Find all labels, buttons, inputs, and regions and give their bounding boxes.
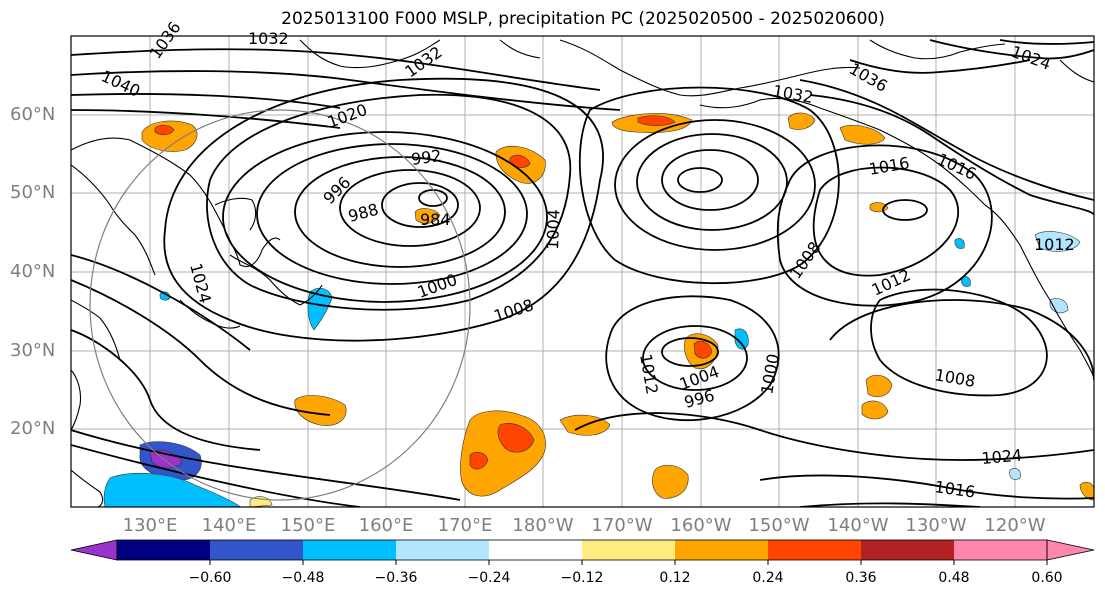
colorbar-tick-label: −0.24 [467, 570, 511, 586]
colorbar-segment [768, 540, 862, 560]
colorbar-tick-label: −0.36 [374, 570, 418, 586]
precipitation-positive [141, 112, 1094, 507]
colorbar-tick-label: −0.12 [560, 570, 604, 586]
lon-label-170e: 170°E [437, 515, 493, 536]
lon-label-150w: 150°W [748, 515, 810, 536]
lon-label-120w: 120°W [984, 515, 1046, 536]
lat-label-40n: 40°N [10, 261, 56, 282]
colorbar [70, 539, 1095, 565]
colorbar-tick-label: 0.60 [1031, 570, 1063, 586]
isobar-label: 1004 [543, 209, 563, 250]
lon-label-150e: 150°E [280, 515, 336, 536]
colorbar-segment [954, 540, 1048, 560]
mslp-isobars [71, 39, 1094, 507]
isobar-label: 984 [420, 210, 451, 229]
colorbar-extend-low [70, 539, 118, 561]
colorbar-tick-label: 0.36 [845, 570, 877, 586]
colorbar-tick-label: 0.48 [938, 570, 970, 586]
colorbar-segment [117, 540, 211, 560]
map-title: 2025013100 F000 MSLP, precipitation PC (… [281, 9, 885, 29]
colorbar-tick-label: 0.12 [659, 570, 691, 586]
lon-label-140w: 140°W [827, 515, 889, 536]
colorbar-tick-label: −0.60 [188, 570, 232, 586]
colorbar-segment [582, 540, 676, 560]
graticule [71, 36, 1094, 507]
colorbar-extend-high [1046, 539, 1095, 561]
region-outline [89, 109, 471, 501]
colorbar-segment [396, 540, 490, 560]
lon-label-170w: 170°W [591, 515, 653, 536]
lat-label-30n: 30°N [10, 340, 56, 361]
lon-label-160e: 160°E [358, 515, 414, 536]
lat-label-60n: 60°N [10, 104, 56, 125]
colorbar-segment [861, 540, 955, 560]
isobar-label: 1012 [1034, 235, 1075, 254]
colorbar-segment [489, 540, 583, 560]
lon-label-160w: 160°W [670, 515, 732, 536]
colorbar-tick-label: 0.24 [752, 570, 784, 586]
map-frame [70, 35, 1095, 508]
lat-label-50n: 50°N [10, 182, 56, 203]
colorbar-tick-label: −0.48 [281, 570, 325, 586]
lat-label-20n: 20°N [10, 418, 56, 439]
isobar-label: 1024 [981, 446, 1023, 468]
lon-label-130w: 130°W [905, 515, 967, 536]
colorbar-segment [210, 540, 304, 560]
isobar-label: 1032 [248, 29, 289, 48]
lon-label-140e: 140°E [201, 515, 257, 536]
lon-label-180w: 180°W [512, 515, 574, 536]
lon-label-130e: 130°E [122, 515, 178, 536]
isobar-label: 992 [410, 146, 443, 169]
colorbar-segment [303, 540, 397, 560]
colorbar-segment [675, 540, 769, 560]
